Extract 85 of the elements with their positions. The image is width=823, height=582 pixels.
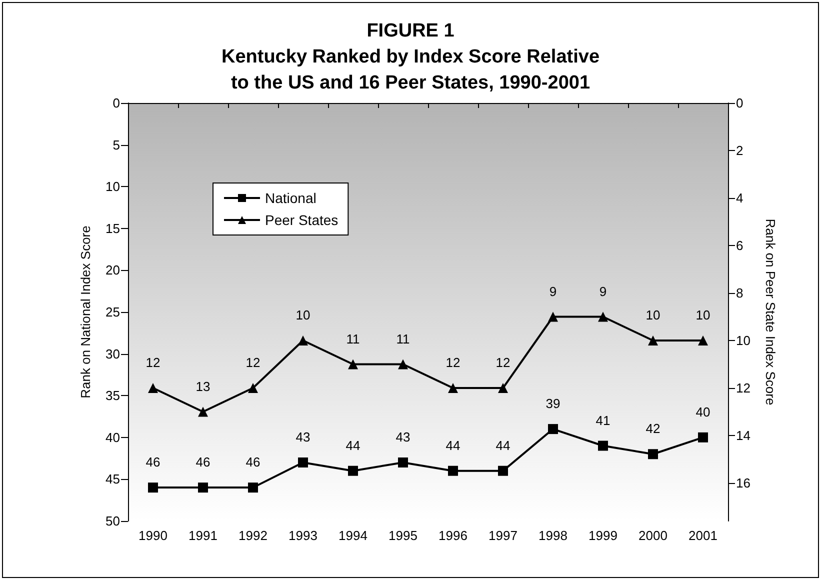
y-tick-label: 45 xyxy=(106,472,120,487)
data-label: 12 xyxy=(496,355,510,370)
y2-tick-label: 16 xyxy=(736,476,750,490)
point xyxy=(548,424,558,434)
x-tick-label: 1998 xyxy=(538,528,568,543)
point xyxy=(448,383,458,393)
data-label: 44 xyxy=(446,438,460,453)
point xyxy=(198,406,208,417)
x-tick-label: 1996 xyxy=(438,528,468,543)
point xyxy=(398,457,408,468)
y-tick-label: 30 xyxy=(106,346,120,362)
point xyxy=(348,359,358,370)
y-axis-title: Rank on National Index Score xyxy=(78,226,93,398)
y-tick-label: 35 xyxy=(106,388,120,404)
y2-tick-label: 14 xyxy=(736,428,750,443)
data-label: 10 xyxy=(296,308,310,322)
y-tick-label: 40 xyxy=(106,430,120,445)
point xyxy=(698,336,708,346)
point xyxy=(598,440,608,451)
point xyxy=(548,312,558,322)
point xyxy=(248,383,258,393)
data-label: 41 xyxy=(596,412,610,428)
data-label: 42 xyxy=(646,421,660,436)
x-tick-label: 2001 xyxy=(688,528,718,543)
x-tick-label: 1992 xyxy=(238,528,268,543)
point xyxy=(298,336,308,346)
point xyxy=(148,482,158,493)
data-label: 44 xyxy=(346,438,360,453)
data-label: 11 xyxy=(346,331,360,346)
point xyxy=(298,457,308,468)
x-tick-label: 1997 xyxy=(488,528,518,543)
x-tick-label: 1999 xyxy=(588,528,618,543)
point xyxy=(648,336,658,346)
data-label: 12 xyxy=(446,355,460,370)
y2-tick-label: 4 xyxy=(736,190,744,206)
y-tick-label: 20 xyxy=(106,262,120,278)
data-label: 43 xyxy=(396,429,410,444)
data-label: 46 xyxy=(246,454,260,470)
data-label: 10 xyxy=(696,308,710,322)
y-tick-label: 50 xyxy=(106,514,120,528)
y2-tick-label: 0 xyxy=(736,96,744,110)
y2-tick-label: 12 xyxy=(736,380,750,396)
y2-tick-label: 8 xyxy=(736,286,744,300)
point xyxy=(148,383,158,393)
point xyxy=(698,432,708,442)
point xyxy=(448,466,458,476)
data-label: 9 xyxy=(549,284,557,299)
data-label: 40 xyxy=(696,404,710,420)
point xyxy=(198,482,208,493)
point xyxy=(498,383,508,393)
data-label: 12 xyxy=(246,355,260,370)
point xyxy=(598,312,608,322)
legend-label: Peer States xyxy=(265,212,338,228)
x-tick-label: 1993 xyxy=(288,528,318,543)
x-tick-label: 2000 xyxy=(638,528,668,543)
point xyxy=(348,466,358,476)
x-tick-label: 1991 xyxy=(188,528,218,543)
data-label: 46 xyxy=(146,454,160,470)
data-label: 39 xyxy=(546,396,560,412)
data-label: 11 xyxy=(396,331,410,346)
point xyxy=(648,449,658,460)
data-label: 12 xyxy=(146,355,160,370)
y-tick-label: 5 xyxy=(112,137,120,152)
point xyxy=(248,482,258,493)
chart-title: FIGURE 1 Kentucky Ranked by Index Score Relative to the US and 16 Peer States, 1990-2001 xyxy=(221,20,600,94)
data-label: 9 xyxy=(599,284,607,299)
y-tick-label: 15 xyxy=(106,220,120,236)
y-tick-label: 25 xyxy=(106,304,120,320)
y2-tick-label: 2 xyxy=(736,143,744,158)
data-label: 44 xyxy=(496,438,510,453)
point xyxy=(498,466,508,476)
data-label: 43 xyxy=(296,429,310,444)
y2-axis-title: Rank on Peer State Index Score xyxy=(763,218,778,406)
x-tick-label: 1994 xyxy=(338,528,368,543)
data-label: 46 xyxy=(196,454,210,470)
y2-tick-label: 10 xyxy=(736,333,750,348)
data-label: 10 xyxy=(646,308,660,322)
point xyxy=(398,359,408,370)
y-tick-label: 0 xyxy=(112,96,120,110)
x-tick-label: 1990 xyxy=(138,528,168,543)
data-label: 13 xyxy=(196,378,210,394)
y2-tick-label: 6 xyxy=(736,238,744,253)
legend-label: National xyxy=(265,190,316,206)
y-tick-label: 10 xyxy=(106,179,120,194)
x-tick-label: 1995 xyxy=(388,528,418,543)
